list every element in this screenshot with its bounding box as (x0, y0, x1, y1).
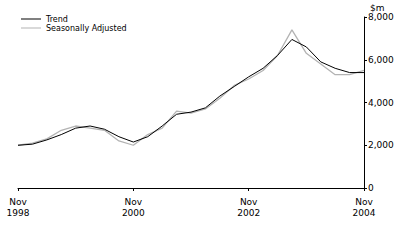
svg-text:Nov: Nov (355, 197, 373, 207)
svg-text:Nov: Nov (125, 197, 143, 207)
svg-text:8,000: 8,000 (368, 12, 394, 22)
svg-text:$m: $m (370, 3, 385, 14)
svg-text:2004: 2004 (353, 208, 376, 218)
svg-text:Seasonally Adjusted: Seasonally Adjusted (46, 24, 127, 33)
svg-text:0: 0 (368, 183, 374, 193)
svg-text:2002: 2002 (237, 208, 260, 218)
svg-text:6,000: 6,000 (368, 55, 394, 65)
svg-text:2,000: 2,000 (368, 140, 394, 150)
svg-text:2000: 2000 (122, 208, 145, 218)
svg-text:Nov: Nov (9, 197, 27, 207)
svg-text:Trend: Trend (45, 15, 68, 24)
svg-text:Nov: Nov (240, 197, 258, 207)
svg-text:4,000: 4,000 (368, 98, 394, 108)
svg-text:1998: 1998 (7, 208, 30, 218)
